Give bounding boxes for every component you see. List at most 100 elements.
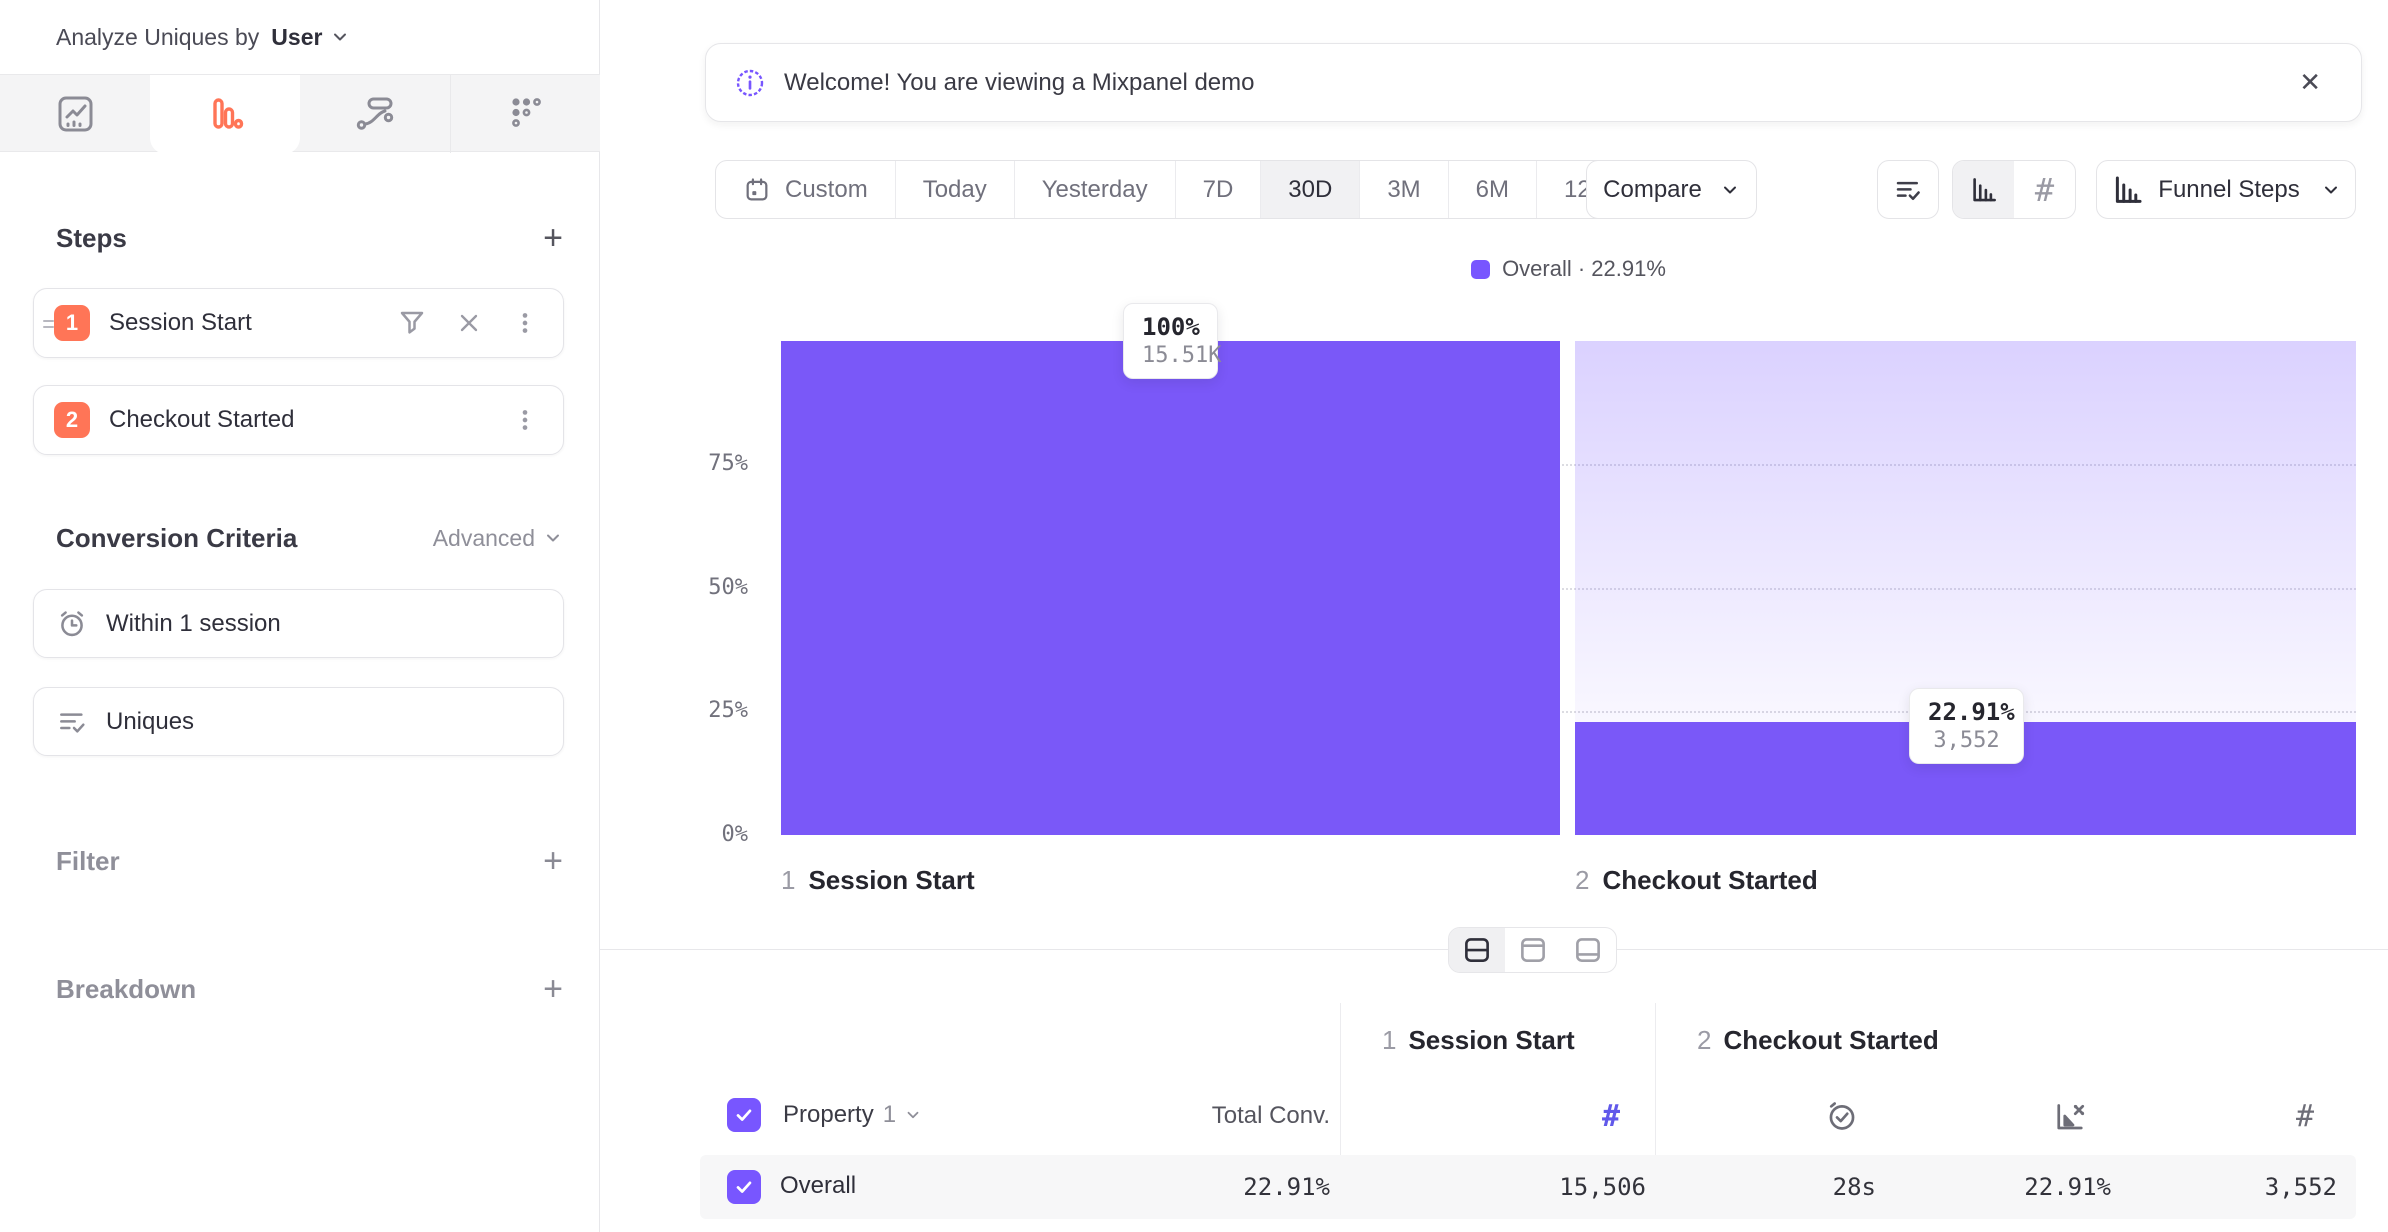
panel-layout-toggle xyxy=(1448,927,1617,973)
legend-swatch xyxy=(1471,259,1491,279)
metric-uniques-button[interactable] xyxy=(1877,160,1939,219)
calendar-icon xyxy=(743,176,771,204)
tab-retention[interactable] xyxy=(450,75,600,153)
property-number: 1 xyxy=(882,1101,897,1128)
step-card-1[interactable]: 1 Session Start xyxy=(33,288,564,358)
layout-chart-only-icon[interactable] xyxy=(1505,928,1561,972)
chevron-down-icon xyxy=(543,528,563,548)
row-label: Overall xyxy=(780,1172,857,1199)
select-all-checkbox[interactable] xyxy=(727,1098,761,1132)
col-name: Checkout Started xyxy=(1723,1025,1939,1055)
range-label: 30D xyxy=(1288,175,1333,203)
tab-insights[interactable] xyxy=(0,75,150,153)
bar-count: 15.51K xyxy=(1142,343,1222,368)
add-step-button[interactable]: + xyxy=(543,219,563,257)
tab-funnels[interactable] xyxy=(150,75,300,154)
chart-legend[interactable]: Overall · 22.91% xyxy=(781,254,2356,284)
step-event-name[interactable]: Checkout Started xyxy=(109,406,295,433)
layout-table-only-icon[interactable] xyxy=(1560,928,1616,972)
time-to-convert-icon[interactable] xyxy=(1824,1098,1860,1134)
property-selector: Property 1 xyxy=(727,1098,922,1132)
cell-step2-rate: 22.91% xyxy=(2024,1173,2111,1201)
range-7d[interactable]: 7D xyxy=(1174,161,1261,218)
chevron-down-icon xyxy=(1720,180,1740,200)
bar-value-label-2: 22.91% 3,552 xyxy=(1909,688,2024,764)
table-row-overall[interactable]: Overall 22.91% 15,506 28s 22.91% 3,552 xyxy=(700,1155,2356,1219)
conversion-criteria-title: Conversion Criteria xyxy=(56,522,298,553)
filter-icon[interactable] xyxy=(397,308,427,338)
range-label: Today xyxy=(922,175,987,203)
add-filter-button[interactable]: + xyxy=(543,842,563,880)
hash-metric-icon[interactable]: # xyxy=(2295,1098,2315,1134)
remove-step-icon[interactable] xyxy=(455,309,483,337)
show-number-toggle[interactable]: # xyxy=(2014,161,2075,218)
range-label: 7D xyxy=(1202,175,1234,203)
analyze-by-dropdown[interactable]: User xyxy=(271,24,350,51)
step-event-name[interactable]: Session Start xyxy=(109,309,252,336)
range-label: 3M xyxy=(1387,175,1421,203)
conversion-criteria-header: Conversion Criteria Advanced xyxy=(0,515,599,561)
chart-type-dropdown[interactable]: Funnel Steps xyxy=(2096,160,2356,219)
col-number: 1 xyxy=(1382,1025,1397,1055)
cell-step2-count: 3,552 xyxy=(2264,1173,2337,1201)
bar-percent: 100% xyxy=(1142,313,1200,341)
bar-count: 3,552 xyxy=(1933,728,2000,753)
table-column-divider xyxy=(1340,1003,1341,1219)
show-percent-toggle[interactable] xyxy=(1953,161,2014,218)
compare-button[interactable]: Compare xyxy=(1586,160,1757,219)
tab-flows[interactable] xyxy=(300,75,450,153)
property-label[interactable]: Property xyxy=(783,1101,874,1128)
step-number-badge: 2 xyxy=(54,402,90,438)
col-number: 2 xyxy=(1697,1025,1712,1055)
total-conv-header: Total Conv. xyxy=(1211,1102,1330,1129)
cell-total-conv: 22.91% xyxy=(1243,1173,1330,1201)
drag-handle-icon[interactable] xyxy=(40,315,58,333)
layout-split-icon[interactable] xyxy=(1449,928,1505,972)
advanced-dropdown[interactable]: Advanced xyxy=(433,525,563,552)
filter-section-header: Filter + xyxy=(0,838,599,884)
step-card-2[interactable]: 2 Checkout Started xyxy=(33,385,564,455)
range-3m[interactable]: 3M xyxy=(1359,161,1447,218)
bar-session-start[interactable] xyxy=(781,341,1560,835)
breakdown-section-header: Breakdown + xyxy=(0,966,599,1012)
analyze-label: Analyze Uniques by xyxy=(56,23,260,50)
chevron-down-icon xyxy=(904,1106,922,1124)
step-number: 2 xyxy=(1575,865,1590,895)
range-30d[interactable]: 30D xyxy=(1260,161,1360,218)
gridline-50 xyxy=(781,588,2356,590)
compare-label: Compare xyxy=(1603,175,1702,203)
bar-value-label-1: 100% 15.51K xyxy=(1123,303,1222,379)
hash-metric-icon[interactable]: # xyxy=(1601,1098,1621,1134)
advanced-label: Advanced xyxy=(432,524,535,551)
range-custom[interactable]: Custom xyxy=(716,161,895,218)
conversion-rate-icon[interactable] xyxy=(2052,1098,2088,1134)
value-display-toggle: # xyxy=(1952,160,2076,219)
banner-message: Welcome! You are viewing a Mixpanel demo xyxy=(784,68,1255,96)
banner-close-button[interactable]: ✕ xyxy=(2299,67,2321,97)
step-name: Session Start xyxy=(808,865,975,895)
col-name: Session Start xyxy=(1408,1025,1575,1055)
range-yesterday[interactable]: Yesterday xyxy=(1013,161,1175,218)
legend-label: Overall · 22.91% xyxy=(1502,256,1666,281)
row-checkbox[interactable] xyxy=(727,1170,761,1204)
info-icon xyxy=(734,67,766,99)
counting-method-card[interactable]: Uniques xyxy=(33,687,564,756)
cell-step2-time: 28s xyxy=(1832,1173,1876,1201)
cell-step1-count: 15,506 xyxy=(1559,1173,1646,1201)
kebab-menu-icon[interactable] xyxy=(511,309,539,337)
conversion-window-card[interactable]: Within 1 session xyxy=(33,589,564,658)
x-label-checkout-started: 2 Checkout Started xyxy=(1575,865,1818,896)
step-number: 1 xyxy=(781,865,796,895)
alarm-clock-icon xyxy=(56,608,88,640)
funnel-chart-icon xyxy=(2111,173,2145,207)
chevron-down-icon xyxy=(330,27,350,47)
step-name: Checkout Started xyxy=(1602,865,1818,895)
breakdown-title: Breakdown xyxy=(56,973,197,1004)
range-label: Yesterday xyxy=(1041,175,1148,203)
add-breakdown-button[interactable]: + xyxy=(543,970,563,1008)
kebab-menu-icon[interactable] xyxy=(511,406,539,434)
flows-icon xyxy=(352,91,398,137)
range-today[interactable]: Today xyxy=(894,161,1014,218)
range-6m[interactable]: 6M xyxy=(1447,161,1536,218)
